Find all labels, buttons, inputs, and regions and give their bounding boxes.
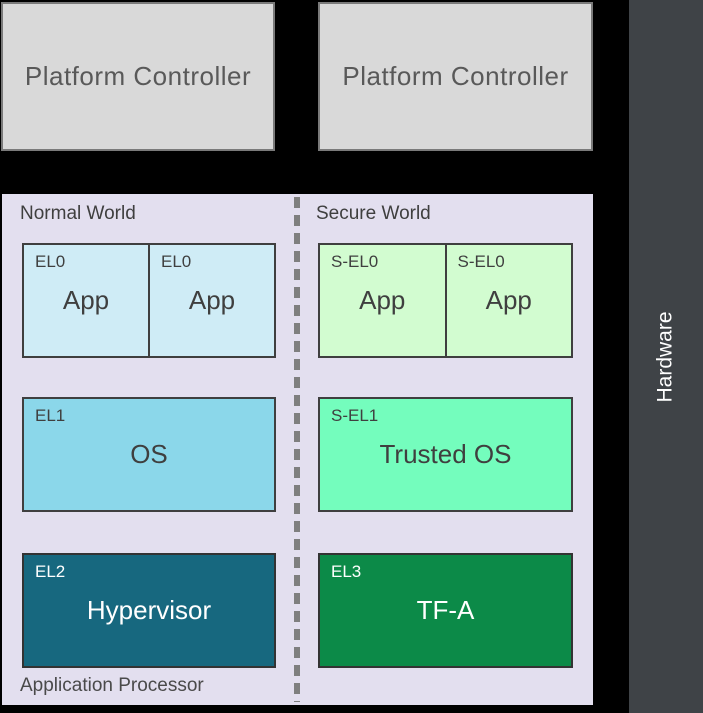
normal-world-label: Normal World: [20, 203, 136, 224]
exception-level-label: S-EL0: [331, 252, 379, 271]
exception-level-label: S-EL1: [331, 406, 379, 425]
application-processor-panel: Normal World Secure World EL0 App EL0 Ap…: [2, 194, 593, 705]
hardware-bar: Hardware: [629, 0, 703, 713]
platform-controller-box-1: Platform Controller: [1, 2, 275, 151]
tfa-title: TF-A: [416, 595, 475, 625]
application-processor-label: Application Processor: [20, 675, 204, 696]
exception-level-label: S-EL0: [457, 252, 505, 271]
app-title: App: [62, 285, 110, 315]
secure-world-sel0-app-row: S-EL0 App S-EL0 App: [318, 243, 573, 358]
hardware-label: Hardware: [654, 310, 678, 403]
platform-controller-box-2: Platform Controller: [318, 2, 593, 151]
hypervisor-title: Hypervisor: [86, 595, 212, 625]
exception-level-label: EL0: [161, 252, 192, 271]
el2-hypervisor-box: EL2 Hypervisor: [22, 553, 276, 668]
exception-level-label: EL3: [331, 562, 362, 581]
exception-level-label: EL2: [35, 562, 66, 581]
normal-world-el0-app-row: EL0 App EL0 App: [22, 243, 276, 358]
sel0-app-box: S-EL0 App: [320, 245, 445, 356]
el1-os-box: EL1 OS: [22, 397, 276, 512]
app-title: App: [188, 285, 236, 315]
trusted-os-title: Trusted OS: [379, 439, 512, 469]
platform-controller-label: Platform Controller: [342, 61, 569, 91]
os-title: OS: [130, 439, 168, 469]
app-title: App: [485, 285, 532, 315]
secure-world-label: Secure World: [316, 203, 431, 224]
world-divider-dashed-line: [294, 197, 300, 702]
app-title: App: [359, 285, 406, 315]
sel1-trusted-os-box: S-EL1 Trusted OS: [318, 397, 573, 512]
el0-app-box: EL0 App: [148, 245, 274, 356]
el3-tfa-box: EL3 TF-A: [318, 553, 573, 668]
platform-controller-label: Platform Controller: [24, 61, 252, 91]
el0-app-box: EL0 App: [24, 245, 148, 356]
exception-level-label: EL0: [35, 252, 66, 271]
exception-level-label: EL1: [35, 406, 66, 425]
sel0-app-box: S-EL0 App: [444, 245, 572, 356]
